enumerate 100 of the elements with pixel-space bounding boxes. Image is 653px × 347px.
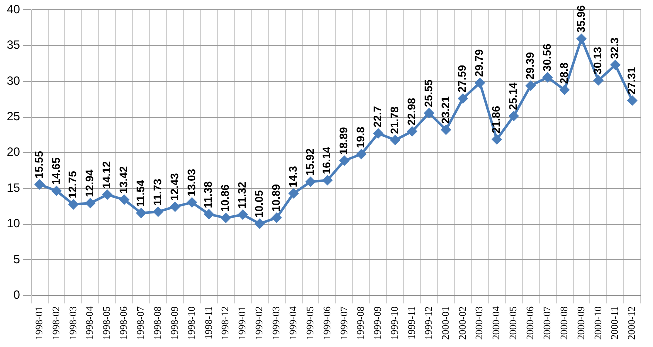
data-label: 11.38 bbox=[203, 182, 216, 208]
data-label: 11.32 bbox=[237, 182, 250, 209]
x-tick-label: 2000-10 bbox=[593, 306, 604, 340]
point bbox=[492, 134, 502, 144]
data-label: 11.73 bbox=[152, 179, 164, 206]
data-label: 12.94 bbox=[84, 168, 97, 198]
point bbox=[238, 210, 248, 220]
data-label: 11.54 bbox=[135, 180, 148, 208]
point bbox=[204, 210, 214, 220]
x-tick-label: 2000-07 bbox=[542, 306, 554, 340]
data-label: 14.3 bbox=[288, 166, 300, 188]
x-tick-label: 1998-05 bbox=[102, 306, 114, 340]
point bbox=[576, 34, 586, 44]
data-label: 29.39 bbox=[524, 52, 537, 80]
point bbox=[306, 177, 316, 187]
point bbox=[102, 190, 112, 200]
point bbox=[272, 213, 282, 223]
data-label: 10.89 bbox=[270, 184, 283, 212]
x-tick-label: 1999-06 bbox=[322, 306, 334, 340]
data-label: 28.8 bbox=[558, 62, 571, 84]
data-label: 13.03 bbox=[186, 169, 198, 197]
x-tick-label: 2000-03 bbox=[474, 306, 486, 340]
point bbox=[509, 112, 519, 121]
data-label: 23.21 bbox=[440, 96, 452, 124]
x-tick-label: 1998-09 bbox=[170, 306, 181, 340]
x-tick-label: 2000-01 bbox=[440, 306, 452, 340]
point bbox=[390, 135, 400, 145]
data-label: 19.8 bbox=[356, 126, 368, 148]
x-tick-label: 1998-07 bbox=[136, 306, 148, 340]
data-label: 25.14 bbox=[508, 82, 520, 110]
data-label: 12.75 bbox=[68, 171, 80, 199]
x-tick-label: 2000-11 bbox=[610, 306, 622, 340]
point bbox=[560, 85, 570, 95]
x-tick-label: 1998-03 bbox=[68, 306, 80, 340]
data-label: 25.55 bbox=[423, 80, 436, 108]
data-label: 15.92 bbox=[304, 148, 317, 176]
point bbox=[86, 198, 96, 208]
data-label: 22.98 bbox=[406, 98, 418, 126]
data-label: 32.3 bbox=[610, 38, 622, 60]
point bbox=[322, 176, 332, 186]
point bbox=[120, 195, 130, 205]
x-tick-label: 1998-10 bbox=[186, 306, 198, 340]
y-tick-label: 10 bbox=[6, 216, 21, 231]
data-label: 14.65 bbox=[50, 158, 63, 186]
point bbox=[52, 186, 62, 196]
y-tick-label: 35 bbox=[6, 38, 21, 52]
data-label: 13.42 bbox=[118, 166, 131, 194]
x-tick-label: 1999-12 bbox=[424, 306, 435, 340]
data-label: 10.86 bbox=[220, 184, 232, 212]
y-tick-label: 5 bbox=[14, 252, 21, 266]
point bbox=[340, 156, 350, 166]
point bbox=[170, 202, 180, 212]
point bbox=[594, 76, 604, 86]
data-label: 35.96 bbox=[576, 6, 588, 34]
data-label: 10.05 bbox=[254, 190, 266, 218]
data-label: 16.14 bbox=[322, 146, 334, 174]
x-tick-label: 2000-04 bbox=[492, 306, 503, 340]
y-tick-label: 25 bbox=[6, 110, 21, 124]
point bbox=[526, 81, 536, 91]
point bbox=[154, 207, 164, 217]
x-tick-label: 2000-12 bbox=[627, 306, 638, 340]
x-tick-label: 2000-08 bbox=[559, 306, 570, 340]
y-tick-label: 20 bbox=[6, 145, 21, 160]
x-tick-label: 1999-10 bbox=[390, 306, 402, 340]
x-tick-label: 1998-11 bbox=[204, 306, 215, 340]
x-tick-label: 1998-08 bbox=[152, 306, 164, 340]
data-label: 15.55 bbox=[34, 151, 46, 179]
data-label: 30.13 bbox=[592, 47, 605, 75]
x-tick-label: 2000-06 bbox=[526, 306, 537, 340]
data-label: 29.79 bbox=[474, 50, 486, 78]
point bbox=[187, 198, 197, 208]
point bbox=[35, 180, 45, 190]
point bbox=[475, 78, 485, 88]
y-tick-label: 15 bbox=[6, 180, 21, 195]
point bbox=[289, 188, 299, 198]
point bbox=[255, 219, 265, 229]
data-label: 27.31 bbox=[626, 67, 639, 95]
point bbox=[628, 96, 638, 106]
x-tick-label: 1998-06 bbox=[119, 306, 130, 340]
y-tick-label: 30 bbox=[6, 74, 21, 88]
x-tick-label: 1998-02 bbox=[51, 306, 62, 340]
x-tick-label: 1998-01 bbox=[34, 306, 46, 340]
data-label: 27.59 bbox=[457, 65, 470, 93]
point bbox=[458, 94, 468, 104]
x-tick-label: 2000-09 bbox=[576, 306, 588, 340]
x-tick-label: 2000-05 bbox=[508, 306, 520, 340]
x-tick-label: 1999-09 bbox=[373, 306, 384, 340]
data-label: 30.56 bbox=[542, 44, 554, 72]
x-tick-label: 2000-02 bbox=[458, 306, 469, 340]
x-tick-label: 1999-07 bbox=[339, 306, 350, 340]
point bbox=[424, 108, 434, 118]
point bbox=[442, 125, 451, 135]
x-tick-label: 1998-12 bbox=[220, 306, 232, 340]
x-tick-label: 1999-11 bbox=[407, 306, 418, 340]
data-label: 22.7 bbox=[372, 106, 385, 128]
data-label: 21.78 bbox=[389, 106, 402, 134]
point bbox=[68, 200, 78, 210]
x-tick-label: 1999-03 bbox=[272, 306, 283, 340]
point bbox=[374, 128, 384, 138]
point bbox=[543, 72, 553, 82]
